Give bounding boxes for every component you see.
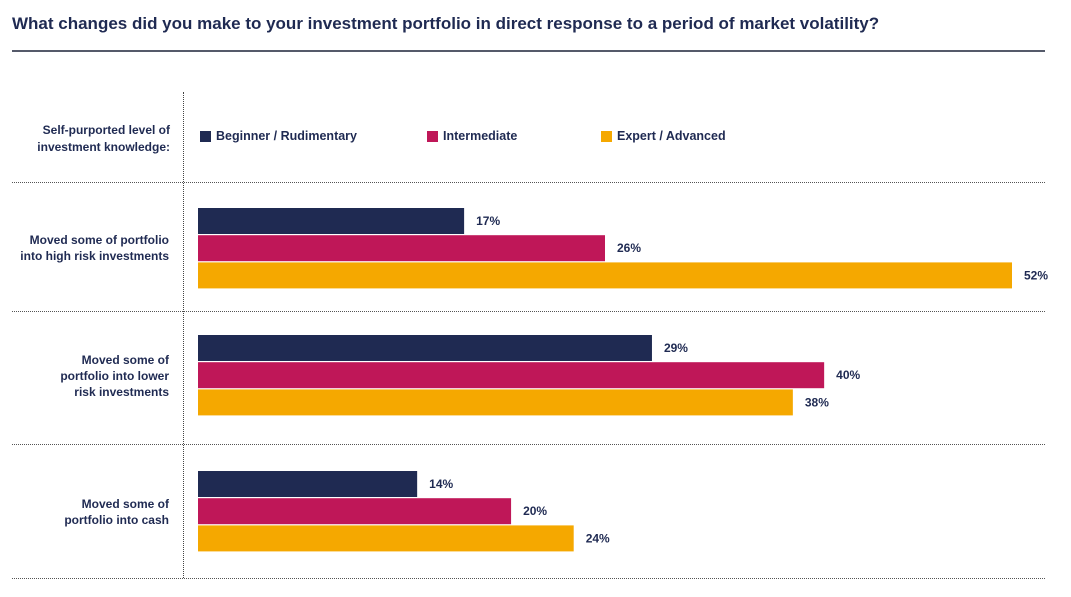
legend-item-intermediate: Intermediate	[427, 129, 517, 143]
category-line: Moved some of	[81, 497, 169, 511]
row-divider	[12, 311, 1045, 312]
legend-item-expert: Expert / Advanced	[601, 129, 726, 143]
bar-value-label: 20%	[523, 504, 547, 518]
legend-text: Beginner / Rudimentary	[216, 129, 357, 143]
category-label-lower-risk: Moved some of portfolio into lower risk …	[0, 352, 169, 400]
legend-swatch	[200, 130, 211, 142]
category-line: portfolio into cash	[64, 513, 169, 527]
bar-expert	[198, 262, 1012, 289]
bar-value-label: 14%	[429, 477, 453, 491]
row-divider	[12, 578, 1045, 579]
bar-beginner	[198, 335, 652, 361]
legend-swatch	[427, 130, 438, 142]
category-line: risk investments	[74, 385, 169, 399]
bar-value-label: 52%	[1024, 268, 1048, 282]
bar-value-label: 24%	[586, 531, 610, 545]
title-divider	[12, 50, 1045, 52]
bar-intermediate	[198, 362, 825, 389]
bar-beginner	[198, 208, 465, 234]
legend-text: Expert / Advanced	[617, 129, 726, 143]
legend-swatch	[601, 130, 612, 142]
bar-value-label: 40%	[836, 368, 860, 382]
bar-beginner	[198, 471, 418, 497]
bar-expert	[198, 389, 793, 416]
legend-label: Self-purported level of investment knowl…	[37, 123, 170, 154]
page-title: What changes did you make to your invest…	[12, 14, 880, 33]
row-divider	[12, 182, 1045, 183]
legend-text: Intermediate	[443, 129, 518, 143]
category-label-cash: Moved some of portfolio into cash	[0, 496, 169, 528]
bar-expert	[198, 525, 574, 552]
bar-value-label: 17%	[476, 214, 500, 228]
axis-divider	[183, 92, 184, 578]
bar-value-label: 29%	[664, 341, 688, 355]
category-label-high-risk: Moved some of portfolio into high risk i…	[0, 232, 169, 264]
category-line: Moved some of	[81, 353, 169, 367]
category-line: into high risk investments	[20, 249, 169, 263]
legend-item-beginner: Beginner / Rudimentary	[200, 129, 357, 143]
bar-intermediate	[198, 498, 512, 525]
row-divider	[12, 444, 1045, 445]
category-line: portfolio into lower	[60, 369, 169, 383]
bar-value-label: 38%	[805, 395, 829, 409]
bar-intermediate	[198, 235, 605, 262]
category-line: Moved some of portfolio	[29, 233, 169, 247]
bar-value-label: 26%	[617, 241, 641, 255]
